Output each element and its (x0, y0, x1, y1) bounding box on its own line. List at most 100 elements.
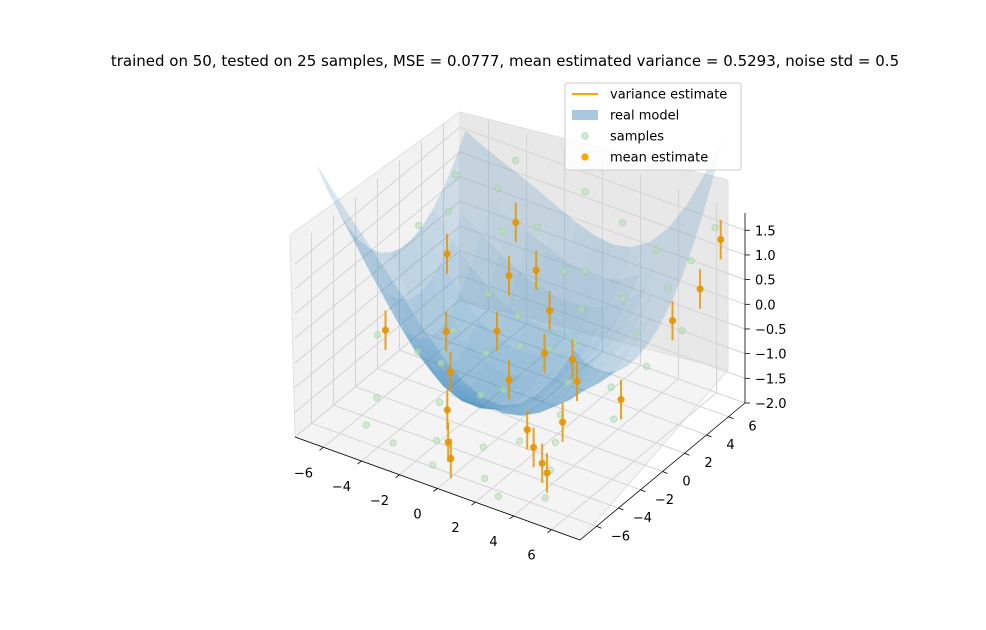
surface-patch-13-3 (588, 370, 618, 389)
y-tick-label-2: −2 (655, 493, 674, 508)
sample-point-42 (499, 385, 508, 393)
x-tick-mark-0 (319, 446, 324, 451)
sample-point-17 (516, 342, 524, 350)
legend-swatch-real-model (572, 110, 598, 120)
surface-patch-12-5 (590, 364, 621, 383)
legend-label-0: variance estimate (610, 88, 727, 103)
surface-patch-6-0 (426, 333, 456, 379)
sample-point-4 (494, 184, 502, 192)
mean-estimate-point-23 (493, 327, 501, 335)
legend-swatch-samples (581, 132, 589, 140)
surface-patch-1-12 (462, 180, 492, 235)
sample-point-29 (678, 327, 686, 335)
surface-patch-11-10 (625, 291, 656, 325)
surface-patch-2-3 (384, 299, 415, 350)
mean-estimate-point-22 (442, 327, 450, 336)
floor-grid-y-2 (355, 386, 641, 491)
mean-estimate-point-6 (447, 454, 455, 463)
surface-patch-8-10 (570, 327, 600, 352)
surface-patch-8-9 (559, 344, 589, 368)
surface-patch-9-9 (578, 335, 608, 359)
y-tick-label-0: −6 (611, 529, 630, 544)
x-tick-label-3: 0 (413, 508, 421, 523)
mean-estimate-point-18 (617, 395, 625, 404)
surface-patch-4-1 (400, 304, 430, 355)
y-tick-label-5: 4 (726, 438, 734, 453)
real-model-surface (316, 130, 724, 416)
sample-point-49 (581, 187, 589, 196)
surface-patch-4-11 (507, 270, 537, 319)
surface-patch-13-11 (673, 215, 703, 273)
mean-estimate-point-15 (538, 459, 546, 467)
mean-estimate-point-2 (512, 218, 520, 226)
x-tick-label-2: −2 (370, 494, 389, 509)
sample-point-10 (432, 436, 441, 445)
data-points (362, 156, 725, 502)
surface-patch-7-8 (530, 367, 560, 390)
grid-z-7 (294, 126, 746, 265)
surface-patch-8-4 (506, 401, 536, 410)
sample-point-16 (546, 344, 554, 353)
surface-patch-0-1 (326, 188, 356, 245)
surface-patch-13-7 (630, 325, 660, 351)
surface-patch-4-8 (475, 361, 505, 391)
surface-patch-12-12 (665, 211, 695, 269)
z-tick-label-3: −0.5 (755, 323, 787, 338)
surface-patch-6-2 (448, 375, 478, 403)
surface-patch-8-6 (527, 382, 557, 401)
surface-patch-10-7 (575, 351, 605, 373)
surface-patch-6-8 (512, 374, 542, 394)
surface-patch-4-9 (486, 336, 516, 373)
x-tick-mark-4 (471, 501, 476, 506)
surface-patch-3-12 (499, 215, 529, 271)
surface-patch-3-13 (510, 176, 540, 232)
sample-point-40 (485, 289, 493, 298)
surface-patch-0-10 (422, 208, 452, 263)
surface-patch-4-12 (518, 231, 548, 285)
grid-z-3 (294, 225, 746, 364)
surface-patch-8-12 (591, 278, 622, 308)
sample-point-48 (494, 492, 503, 501)
sample-point-14 (581, 267, 589, 275)
mean-estimate-point-12 (573, 377, 581, 385)
surface-patch-11-1 (529, 401, 559, 413)
surface-patch-8-8 (549, 358, 579, 382)
mean-estimate-point-20 (696, 285, 704, 293)
y-tick-label-4: 2 (704, 456, 712, 471)
surface-patch-7-7 (520, 381, 550, 401)
surface-patch-7-3 (477, 402, 507, 410)
surface-patch-10-4 (543, 388, 573, 406)
sample-point-41 (482, 349, 490, 358)
surface-patch-5-11 (525, 284, 555, 328)
surface-patch-4-6 (453, 390, 484, 405)
surface-patch-1-6 (398, 298, 428, 339)
surface-patch-8-13 (602, 244, 632, 280)
surface-patch-9-7 (556, 360, 587, 383)
x-tick-label-5: 4 (489, 535, 497, 550)
sample-point-22 (551, 438, 560, 447)
sample-point-44 (642, 362, 651, 371)
surface-patch-11-0 (519, 393, 549, 412)
surface-patch-11-13 (657, 204, 688, 261)
sample-point-20 (563, 379, 572, 387)
sample-point-45 (362, 421, 370, 429)
sample-point-8 (437, 359, 445, 368)
surface-patch-0-13 (454, 130, 485, 181)
sample-point-5 (511, 156, 520, 165)
sample-point-7 (533, 223, 541, 232)
sample-point-24 (541, 494, 549, 502)
surface-patch-11-6 (583, 357, 613, 377)
legend-label-2: samples (610, 130, 664, 145)
y-tick-label-6: 6 (748, 420, 756, 435)
surface-patch-8-3 (495, 408, 525, 413)
surface-patch-6-6 (490, 400, 520, 410)
sample-point-27 (687, 257, 695, 265)
surface-patch-5-13 (547, 206, 577, 261)
mean-estimate-point-4 (443, 406, 451, 414)
surface-patch-10-2 (521, 408, 552, 416)
surface-patch-7-13 (584, 235, 614, 279)
surface-patch-12-1 (548, 384, 578, 404)
surface-patch-12-2 (558, 388, 588, 404)
surface-patch-2-2 (374, 276, 404, 330)
